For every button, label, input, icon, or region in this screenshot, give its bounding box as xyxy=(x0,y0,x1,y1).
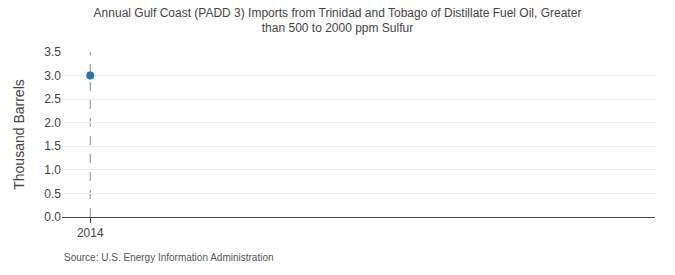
svg-text:3.5: 3.5 xyxy=(44,45,61,59)
svg-text:3.0: 3.0 xyxy=(44,69,61,83)
svg-text:0.5: 0.5 xyxy=(44,187,61,201)
svg-text:Thousand Barrels: Thousand Barrels xyxy=(11,79,27,190)
svg-text:Annual Gulf Coast (PADD 3) Imp: Annual Gulf Coast (PADD 3) Imports from … xyxy=(94,6,582,36)
svg-text:1.5: 1.5 xyxy=(44,139,61,153)
svg-text:2014: 2014 xyxy=(77,226,104,240)
svg-text:1.0: 1.0 xyxy=(44,163,61,177)
svg-text:2.5: 2.5 xyxy=(44,92,61,106)
svg-text:Source: U.S. Energy Informatio: Source: U.S. Energy Information Administ… xyxy=(64,252,274,263)
svg-text:0.0: 0.0 xyxy=(44,210,61,224)
svg-text:2.0: 2.0 xyxy=(44,116,61,130)
